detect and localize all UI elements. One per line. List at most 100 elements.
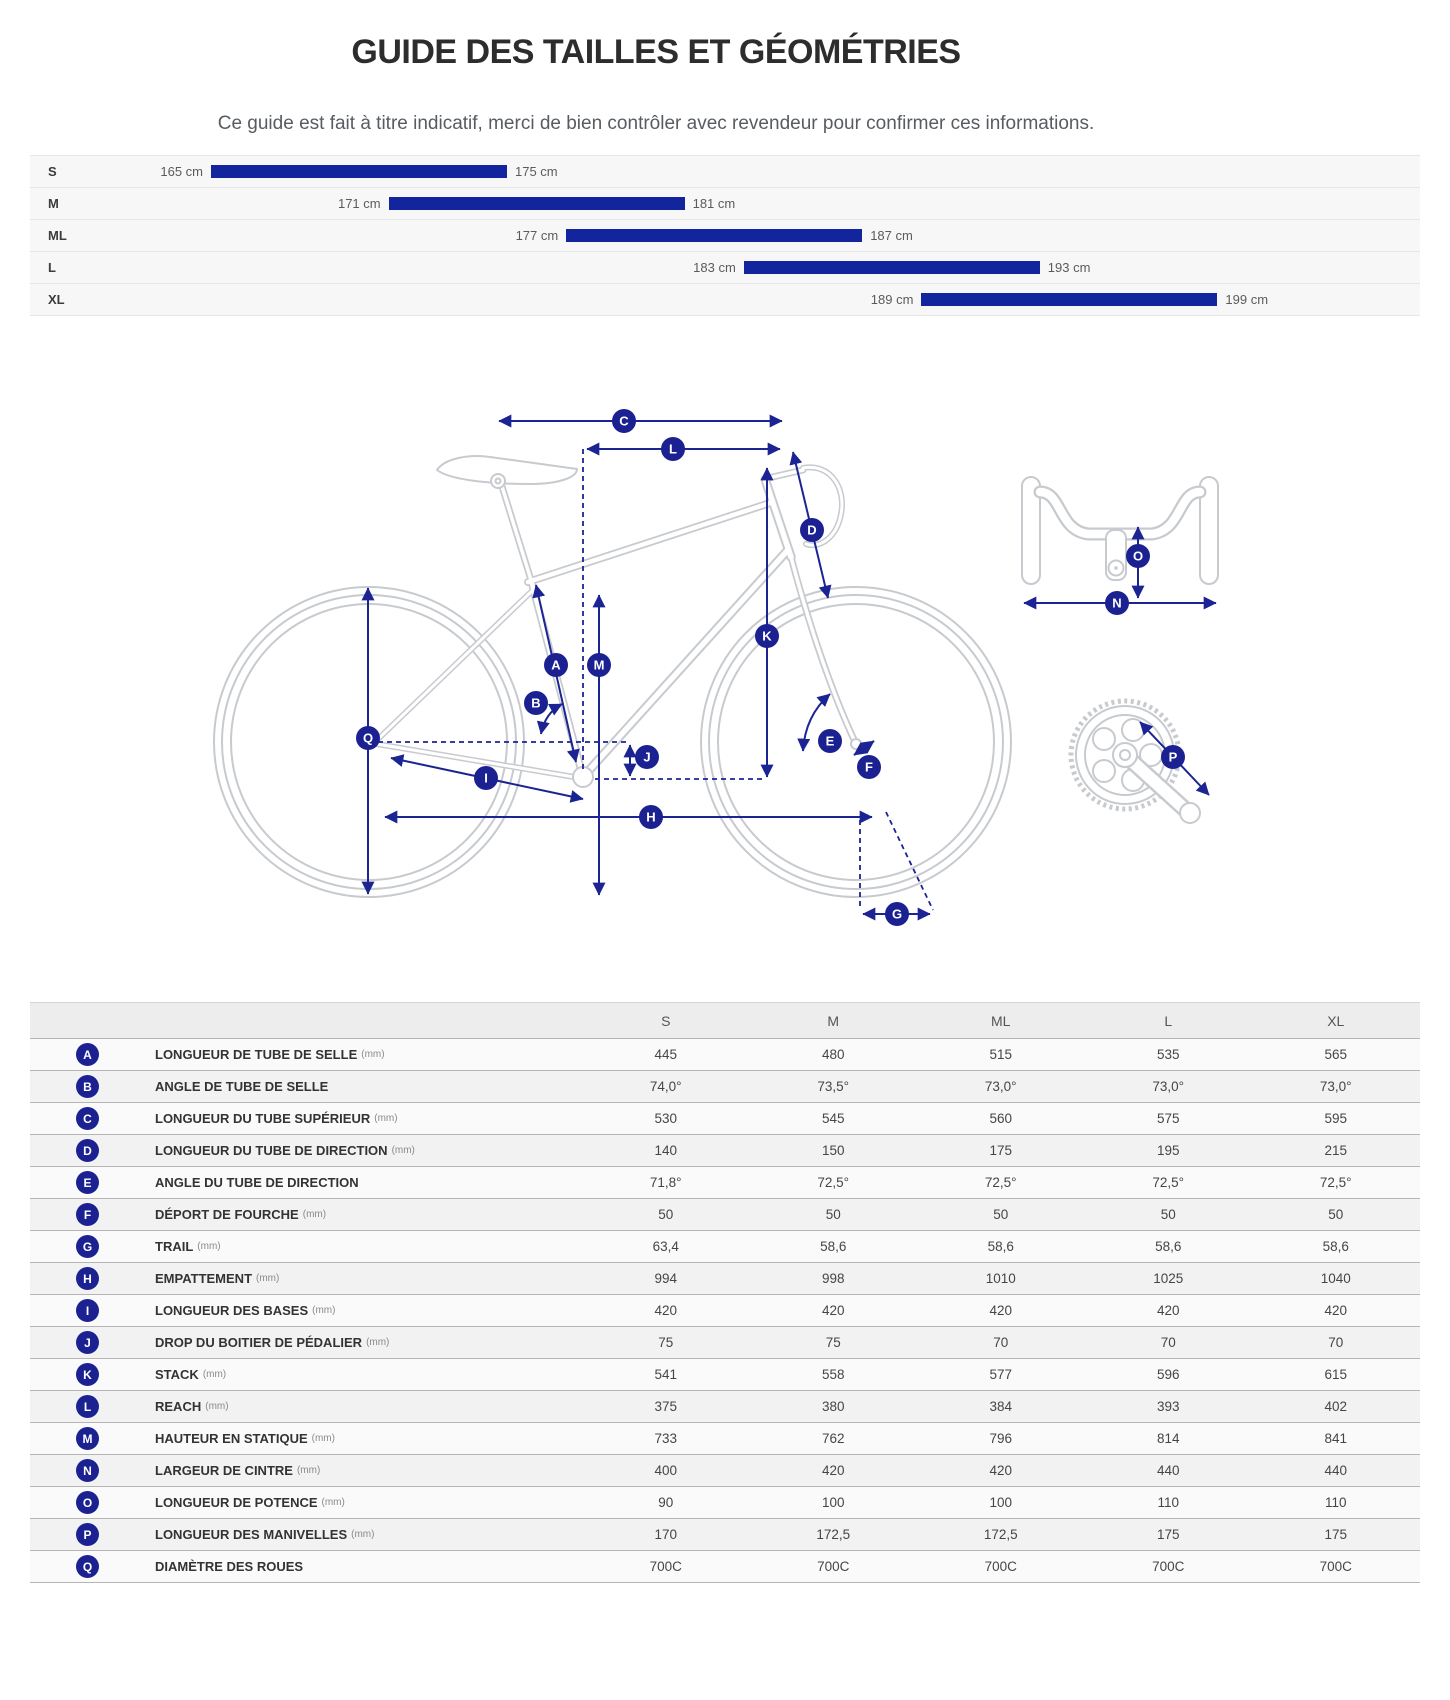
table-row: L REACH (mm) 375 380 384 393 402: [30, 1390, 1420, 1422]
table-cell: 400: [654, 1463, 678, 1478]
range-from-label: 183 cm: [693, 260, 736, 275]
height-range-bar: [211, 165, 507, 178]
measure-label: LONGUEUR DES MANIVELLES: [155, 1527, 348, 1542]
table-row: P LONGUEUR DES MANIVELLES (mm) 170 172,5 172,…: [30, 1518, 1420, 1550]
range-to-label: 187 cm: [870, 228, 913, 243]
table-cell: 175: [989, 1143, 1013, 1158]
table-cell: 73,5°: [817, 1079, 850, 1094]
row-badge-d: D: [76, 1139, 99, 1162]
table-cell: 998: [821, 1271, 845, 1286]
measure-label: ANGLE DE TUBE DE SELLE: [155, 1079, 329, 1094]
measure-badge-n: N: [1105, 591, 1129, 615]
measure-label: LONGUEUR DE POTENCE: [155, 1495, 318, 1510]
row-badge-m: M: [76, 1427, 99, 1450]
svg-text:E: E: [826, 734, 835, 749]
badge-box: G: [30, 1235, 155, 1258]
height-range-bar: [566, 229, 863, 242]
table-cell: 72,5°: [817, 1175, 850, 1190]
table-cell: 420: [1156, 1303, 1180, 1318]
measure-label-cell: I LONGUEUR DES BASES (mm): [30, 1299, 582, 1322]
table-cell: 150: [821, 1143, 845, 1158]
height-range-bar: [388, 197, 685, 210]
table-cell: 172,5: [983, 1527, 1018, 1542]
table-cell: 541: [654, 1367, 678, 1382]
measure-label-cell: J DROP DU BOITIER DE PÉDALIER (mm): [30, 1331, 582, 1354]
measure-label: ANGLE DU TUBE DE DIRECTION: [155, 1175, 359, 1190]
dim-head-angle-E: [797, 693, 831, 752]
table-cell: 420: [821, 1463, 845, 1478]
table-cell: 700C: [1152, 1559, 1185, 1574]
measure-unit: (mm): [205, 1401, 229, 1412]
table-cell: 70: [993, 1335, 1009, 1350]
table-cell: 420: [989, 1463, 1013, 1478]
measure-label-cell: K STACK (mm): [30, 1363, 582, 1386]
column-header-ml: ML: [991, 1012, 1011, 1029]
table-cell: 1025: [1153, 1271, 1184, 1286]
table-cell: 58,6: [820, 1239, 847, 1254]
badge-box: E: [30, 1171, 155, 1194]
saddle-icon: [435, 455, 579, 489]
table-cell: 58,6: [1155, 1239, 1182, 1254]
height-range-bar: [743, 261, 1040, 274]
row-badge-l: L: [76, 1395, 99, 1418]
table-cell: 700C: [1319, 1559, 1352, 1574]
table-cell: 762: [821, 1431, 845, 1446]
badge-box: A: [30, 1043, 155, 1066]
table-row: H EMPATTEMENT (mm) 994 998 1010 1025 1040: [30, 1262, 1420, 1294]
frame-icon: [372, 464, 862, 788]
badge-box: C: [30, 1107, 155, 1130]
front-axle-icon: [850, 738, 862, 750]
table-cell: 393: [1156, 1399, 1180, 1414]
table-row: G TRAIL (mm) 63,4 58,6 58,6 58,6 58,6: [30, 1230, 1420, 1262]
table-cell: 595: [1324, 1111, 1348, 1126]
size-row-s: S 165 cm 175 cm: [30, 155, 1420, 187]
table-cell: 71,8°: [649, 1175, 682, 1190]
range-to-label: 193 cm: [1047, 260, 1091, 275]
row-badge-j: J: [76, 1331, 99, 1354]
table-cell: 58,6: [1322, 1239, 1349, 1254]
table-cell: 545: [821, 1111, 845, 1126]
table-cell: 100: [989, 1495, 1013, 1510]
table-cell: 175: [1324, 1527, 1348, 1542]
measure-badge-l: L: [661, 437, 685, 461]
table-cell: 110: [1157, 1495, 1180, 1510]
badge-box: K: [30, 1363, 155, 1386]
table-row: I LONGUEUR DES BASES (mm) 420 420 420 420 420: [30, 1294, 1420, 1326]
measure-label: LONGUEUR DU TUBE DE DIRECTION: [155, 1143, 388, 1158]
measure-label-cell: N LARGEUR DE CINTRE (mm): [30, 1459, 582, 1482]
measure-unit: (mm): [366, 1337, 390, 1348]
table-cell: 440: [1156, 1463, 1180, 1478]
table-cell: 700C: [817, 1559, 850, 1574]
measure-label-cell: H EMPATTEMENT (mm): [30, 1267, 582, 1290]
measure-label-cell: O LONGUEUR DE POTENCE (mm): [30, 1491, 582, 1514]
measure-label-cell: E ANGLE DU TUBE DE DIRECTION: [30, 1171, 582, 1194]
table-cell: 175: [1156, 1527, 1180, 1542]
measure-label-cell: C LONGUEUR DU TUBE SUPÉRIEUR (mm): [30, 1107, 582, 1130]
table-cell: 535: [1156, 1047, 1180, 1062]
measure-badge-b: B: [524, 691, 548, 715]
table-cell: 420: [989, 1303, 1013, 1318]
column-header-l: L: [1164, 1012, 1173, 1029]
table-cell: 50: [993, 1207, 1009, 1222]
measure-label: LONGUEUR DE TUBE DE SELLE: [155, 1047, 358, 1062]
range-from-label: 177 cm: [515, 228, 559, 243]
badge-box: J: [30, 1331, 155, 1354]
table-cell: 596: [1156, 1367, 1180, 1382]
front-wheel-icon: [700, 586, 1012, 898]
range-to-label: 181 cm: [692, 196, 736, 211]
measure-badge-q: Q: [356, 726, 380, 750]
svg-text:K: K: [762, 629, 772, 644]
measure-label-cell: F DÉPORT DE FOURCHE (mm): [30, 1203, 582, 1226]
measure-label: LARGEUR DE CINTRE: [155, 1463, 293, 1478]
table-cell: 420: [821, 1303, 845, 1318]
measure-badge-m: M: [587, 653, 611, 677]
table-cell: 72,5°: [984, 1175, 1017, 1190]
table-row: D LONGUEUR DU TUBE DE DIRECTION (mm) 140 150…: [30, 1134, 1420, 1166]
measure-label: LONGUEUR DU TUBE SUPÉRIEUR: [155, 1111, 371, 1126]
table-row: F DÉPORT DE FOURCHE (mm) 50 50 50 50 50: [30, 1198, 1420, 1230]
table-cell: 733: [654, 1431, 678, 1446]
table-cell: 700C: [649, 1559, 682, 1574]
size-letter: XL: [48, 292, 65, 307]
svg-text:N: N: [1112, 596, 1121, 611]
table-cell: 72,5°: [1319, 1175, 1352, 1190]
